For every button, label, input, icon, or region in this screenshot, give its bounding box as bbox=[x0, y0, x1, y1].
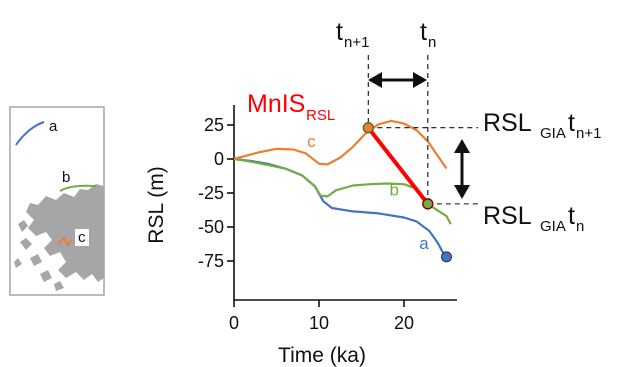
rsl-bottom-t: t bbox=[568, 202, 575, 230]
series-label-b: b bbox=[390, 181, 399, 200]
rsl-label-top: RSL GIA t n+1 bbox=[483, 109, 601, 142]
y-tick-label: 0 bbox=[214, 149, 224, 169]
mnis-end-point bbox=[422, 198, 434, 210]
inset-line-c bbox=[57, 236, 73, 247]
y-tick-label: -75 bbox=[198, 251, 224, 271]
t-label-left-main: t bbox=[336, 18, 343, 46]
series-line-c bbox=[233, 119, 448, 170]
series-label-a: a bbox=[419, 234, 429, 253]
rsl-bottom-main: RSL bbox=[483, 202, 532, 230]
series-label-c: c bbox=[307, 132, 316, 151]
mnis-label-sub: RSL bbox=[306, 107, 335, 124]
rsl-change-arrow bbox=[454, 139, 470, 199]
rsl-label-bottom: RSL GIA t n bbox=[483, 202, 584, 235]
rsl-top-t-sub: n+1 bbox=[576, 125, 601, 142]
inset-label-c-bg bbox=[75, 229, 89, 246]
x-tick-label: 0 bbox=[229, 313, 239, 333]
y-tick-label: 25 bbox=[204, 115, 224, 135]
series-a-endpoint bbox=[441, 251, 452, 263]
y-tick-label: -25 bbox=[198, 183, 224, 203]
inset-line-b bbox=[59, 184, 97, 192]
rsl-top-gia: GIA bbox=[540, 125, 566, 142]
rsl-bottom-gia: GIA bbox=[540, 218, 566, 235]
y-tick-label: -50 bbox=[198, 217, 224, 237]
inset-line-a bbox=[15, 121, 45, 146]
rsl-top-main: RSL bbox=[483, 109, 532, 137]
inset-label-c: c bbox=[78, 229, 86, 246]
x-axis-label: Time (ka) bbox=[278, 344, 366, 367]
inset-label-a: a bbox=[49, 118, 58, 135]
time-interval-arrow bbox=[368, 72, 427, 88]
guide-lines bbox=[367, 55, 478, 205]
t-label-right-main: t bbox=[420, 18, 427, 46]
t-label-left: t n+1 bbox=[336, 18, 369, 51]
inset-map-land bbox=[14, 184, 104, 291]
mnis-line bbox=[366, 126, 430, 206]
axes bbox=[233, 105, 457, 301]
inset-map: a b c bbox=[9, 106, 105, 296]
mnis-label: MnIS RSL bbox=[247, 90, 335, 124]
t-label-right: t n bbox=[420, 18, 436, 51]
x-tick-label: 10 bbox=[309, 313, 329, 333]
mnis-label-main: MnIS bbox=[247, 90, 305, 118]
mnis-start-point bbox=[362, 122, 374, 134]
t-label-right-sub: n bbox=[428, 34, 436, 51]
rsl-top-t: t bbox=[568, 109, 575, 137]
t-label-left-sub: n+1 bbox=[344, 34, 369, 51]
series-line-a bbox=[233, 157, 448, 258]
rsl-bottom-t-sub: n bbox=[576, 218, 584, 235]
inset-label-b: b bbox=[62, 169, 70, 186]
y-axis-label: RSL (m) bbox=[145, 166, 168, 243]
x-tick-label: 20 bbox=[394, 313, 414, 333]
tick-group: 25 0 -25 -50 -75 0 10 20 bbox=[198, 115, 414, 333]
series-label-group: a b c bbox=[307, 132, 429, 253]
mnis-group bbox=[362, 122, 434, 210]
